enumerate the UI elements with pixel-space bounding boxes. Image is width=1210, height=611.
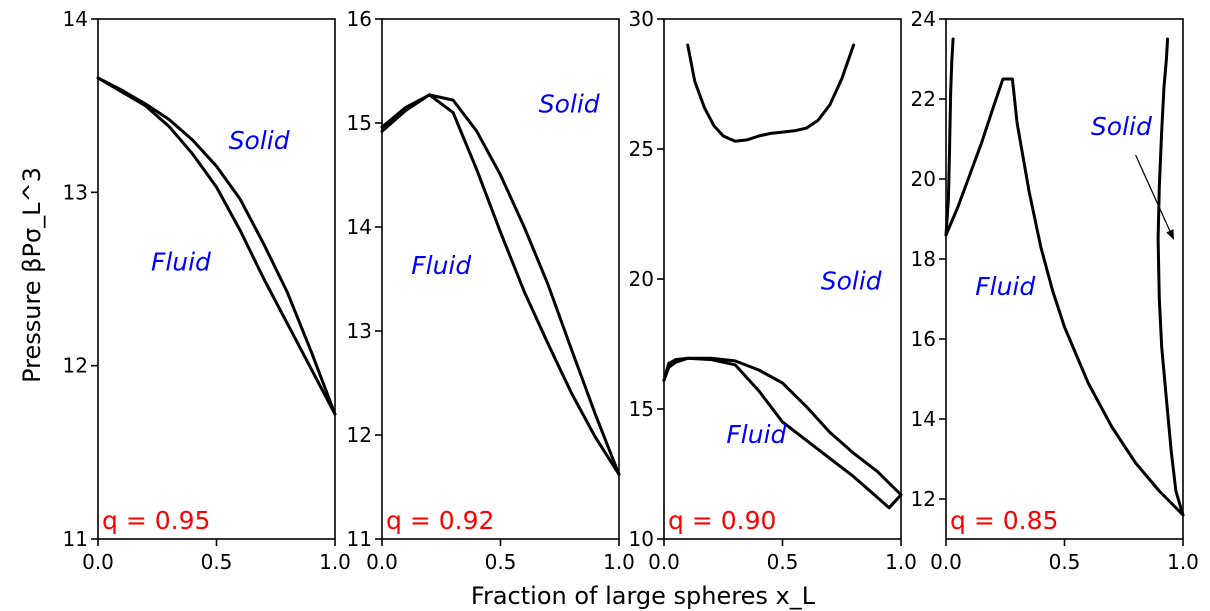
region-label-fluid: Fluid: [411, 251, 471, 280]
region-label-solid: Solid: [229, 126, 290, 155]
q-value-label: q = 0.90: [668, 506, 776, 535]
region-label-fluid: Fluid: [151, 247, 211, 276]
y-tick-label: 14: [63, 7, 88, 31]
x-tick-label: 1.0: [1167, 550, 1199, 574]
panel-2: 0.0 0.5 1.0 11 12 13 14 15 16 Solid Fluid q = 0.92: [347, 7, 635, 574]
annotation-arrow: [1135, 154, 1175, 240]
x-tick-label: 1.0: [603, 550, 635, 574]
x-tick-label: 0.0: [366, 550, 398, 574]
x-tick-label: 0.5: [485, 550, 517, 574]
x-tick-label: 0.0: [82, 550, 114, 574]
y-tick-label: 14: [347, 215, 372, 239]
phase-boundary-curve: [96, 76, 337, 416]
phase-boundary-curve: [1156, 37, 1185, 517]
phase-boundary-curve: [96, 76, 337, 416]
y-tick-label: 15: [347, 111, 372, 135]
x-tick-label: 0.5: [1049, 550, 1081, 574]
x-tick-label: 1.0: [319, 550, 351, 574]
panel-1: 0.0 0.5 1.0 11 12 13 14 Solid Fluid q = 0.95: [63, 7, 351, 574]
phase-boundary-curve: [662, 356, 903, 497]
region-label-solid: Solid: [539, 90, 600, 119]
region-label-solid: Solid: [821, 266, 882, 295]
panel-4: 0.0 0.5 1.0 12 14 16 18 20 22 24 Solid Fluid q = 0.8…: [911, 7, 1199, 574]
y-tick-label: 18: [911, 247, 936, 271]
y-tick-label: 30: [629, 7, 654, 31]
y-tick-label: 12: [347, 423, 372, 447]
region-label-fluid: Fluid: [726, 420, 786, 449]
y-axis-title: Pressure βPσ_L^3: [18, 167, 46, 383]
x-tick-label: 0.5: [201, 550, 233, 574]
phase-boundary-curve: [380, 93, 621, 476]
q-value-label: q = 0.95: [102, 506, 210, 535]
y-tick-label: 20: [629, 267, 654, 291]
region-label-solid: Solid: [1091, 112, 1152, 141]
region-label-fluid: Fluid: [975, 272, 1035, 301]
phase-boundary-curve: [662, 356, 903, 510]
phase-boundary-curve: [944, 37, 955, 237]
y-tick-label: 12: [63, 354, 88, 378]
y-tick-label: 14: [911, 407, 936, 431]
phase-boundary-curve: [380, 93, 621, 476]
x-tick-label: 0.5: [767, 550, 799, 574]
y-tick-label: 15: [629, 397, 654, 421]
y-tick-label: 11: [347, 527, 372, 551]
y-tick-label: 24: [911, 7, 936, 31]
y-tick-label: 13: [63, 180, 88, 204]
y-tick-label: 16: [347, 7, 372, 31]
y-tick-label: 20: [911, 167, 936, 191]
y-tick-label: 13: [347, 319, 372, 343]
x-tick-label: 0.0: [930, 550, 962, 574]
panel-3: 0.0 0.5 1.0 10 15 20 25 30 Solid Fluid q = 0.90: [629, 7, 917, 574]
y-tick-label: 25: [629, 137, 654, 161]
x-axis-title: Fraction of large spheres x_L: [471, 582, 816, 610]
y-tick-label: 11: [63, 527, 88, 551]
q-value-label: q = 0.85: [950, 506, 1058, 535]
y-tick-label: 12: [911, 487, 936, 511]
phase-boundary-curve: [686, 43, 856, 143]
x-tick-label: 1.0: [885, 550, 917, 574]
y-tick-label: 22: [911, 87, 936, 111]
y-tick-label: 16: [911, 327, 936, 351]
x-tick-label: 0.0: [648, 550, 680, 574]
phase-boundary-curve: [944, 77, 1185, 517]
q-value-label: q = 0.92: [386, 506, 494, 535]
y-tick-label: 10: [629, 527, 654, 551]
